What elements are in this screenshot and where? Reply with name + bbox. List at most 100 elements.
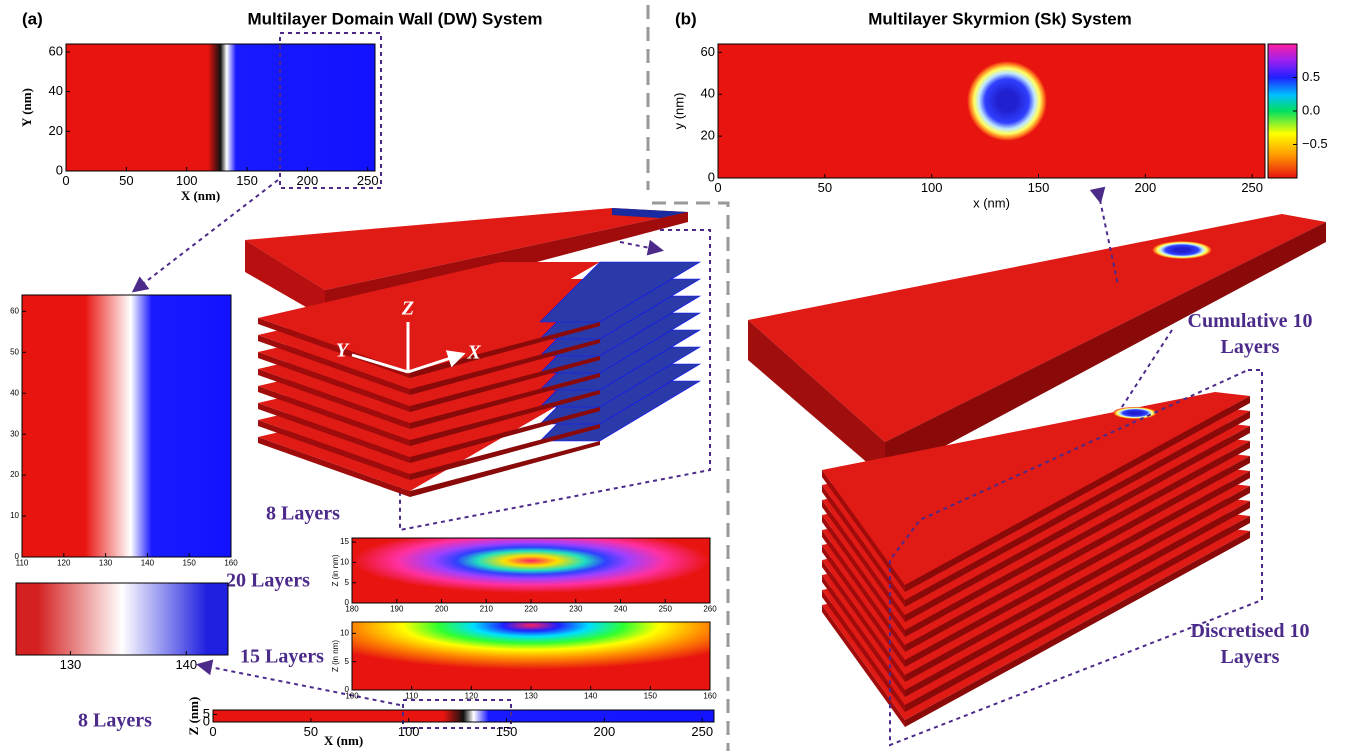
x-tick-label: 200 — [297, 173, 319, 188]
axis-3d-label: X — [466, 342, 481, 364]
y-tick-label: 0 — [345, 598, 350, 607]
stack-label: 8 Layers — [78, 710, 152, 732]
y-tick-label: 40 — [49, 83, 63, 98]
y-tick-label: 0 — [56, 162, 63, 177]
label-box: Cumulative 10 Layers — [1160, 308, 1340, 372]
x-tick-label: 50 — [119, 173, 133, 188]
x-tick-label: 130 — [524, 692, 538, 701]
x-tick-label: 110 — [405, 692, 418, 701]
y-tick-label: 10 — [340, 557, 349, 566]
y-axis-label: Z (in nm) — [331, 640, 340, 672]
skyrmion-3d — [1152, 241, 1212, 259]
x-tick-label: 150 — [236, 173, 258, 188]
y-tick-label: 0 — [345, 685, 350, 694]
x-tick-label: 160 — [224, 559, 238, 568]
x-tick-label: 150 — [1028, 180, 1050, 195]
z8-map — [213, 710, 714, 722]
discretised-label: Discretised 10 Layers — [1160, 618, 1340, 670]
x-tick-label: 50 — [304, 724, 318, 739]
stack-label: 20 Layers — [226, 570, 310, 592]
x-tick-label: 250 — [357, 173, 379, 188]
x-tick-label: 210 — [480, 605, 494, 614]
dw-arrow-strip — [16, 583, 228, 655]
x-axis-label: X (nm) — [324, 733, 363, 748]
x-tick-label: 250 — [691, 724, 713, 739]
z20-map — [352, 538, 710, 603]
y-tick-label: 20 — [10, 470, 19, 479]
connector — [620, 242, 660, 250]
y-tick-label: 15 — [340, 537, 349, 546]
x-tick-label: 190 — [390, 605, 404, 614]
panel-title: Multilayer Skyrmion (Sk) System — [868, 9, 1132, 28]
cumulative-label: Cumulative 10 Layers — [1160, 308, 1340, 360]
y-tick-label: 0 — [708, 169, 715, 184]
y-tick-label: 30 — [10, 429, 19, 438]
y-tick-label: 60 — [49, 43, 63, 58]
x-axis-label: x (nm) — [973, 195, 1010, 210]
x-tick-label: 50 — [818, 180, 832, 195]
colorbar-tick-label: 0.0 — [1302, 102, 1320, 117]
x-tick-label: 140 — [141, 559, 155, 568]
y-tick-label: 20 — [49, 123, 63, 138]
x-tick-label: 130 — [60, 657, 82, 672]
x-tick-label: 0 — [714, 180, 721, 195]
x-tick-label: 150 — [183, 559, 197, 568]
axis-3d-label: Y — [336, 340, 350, 362]
y-tick-label: 50 — [10, 347, 19, 356]
y-tick-label: 5 — [345, 657, 350, 666]
y-tick-label: 40 — [701, 86, 715, 101]
colorbar-tick-label: 0.5 — [1302, 69, 1320, 84]
x-tick-label: 120 — [465, 692, 479, 701]
x-tick-label: 100 — [921, 180, 943, 195]
y-axis-label: Z (nm) — [186, 697, 201, 736]
x-tick-label: 0 — [209, 724, 216, 739]
y-tick-label: 40 — [10, 388, 19, 397]
figure: (a) Multilayer Domain Wall (DW) System (… — [0, 0, 1346, 751]
y-axis-label: Y (nm) — [19, 88, 34, 127]
x-tick-label: 0 — [62, 173, 69, 188]
label-box: Discretised 10 Layers — [1160, 618, 1340, 682]
z15-map — [352, 622, 710, 690]
y-tick-label: 60 — [701, 44, 715, 59]
x-axis-label: X (nm) — [181, 188, 220, 203]
x-tick-label: 120 — [57, 559, 71, 568]
y-tick-label: 60 — [10, 306, 19, 315]
y-axis-label: Z (in nm) — [331, 554, 340, 586]
dw-zoom-map — [22, 295, 231, 557]
dw-map — [66, 44, 375, 171]
y-tick-label: 5 — [345, 578, 350, 587]
y-tick-label: 5 — [203, 706, 210, 721]
panel-label: (b) — [675, 9, 697, 28]
x-tick-label: 200 — [594, 724, 616, 739]
panel-title: Multilayer Domain Wall (DW) System — [247, 9, 542, 28]
panel-label: (a) — [22, 9, 43, 28]
x-tick-label: 130 — [99, 559, 113, 568]
x-tick-label: 200 — [435, 605, 449, 614]
x-tick-label: 240 — [614, 605, 628, 614]
stack-label: 15 Layers — [240, 646, 324, 668]
x-tick-label: 140 — [175, 657, 197, 672]
x-tick-label: 160 — [703, 692, 717, 701]
x-tick-label: 230 — [569, 605, 583, 614]
y-tick-label: 10 — [10, 511, 19, 520]
x-tick-label: 250 — [659, 605, 673, 614]
stack-label: 8 Layers — [266, 503, 340, 525]
x-tick-label: 250 — [1241, 180, 1263, 195]
axis-3d-label: Z — [401, 298, 414, 320]
y-tick-label: 0 — [15, 552, 20, 561]
x-tick-label: 100 — [398, 724, 420, 739]
y-tick-label: 10 — [340, 628, 349, 637]
x-tick-label: 200 — [1134, 180, 1156, 195]
skyrmion-3d — [1113, 407, 1157, 419]
skyrmion — [967, 61, 1047, 141]
x-tick-label: 140 — [584, 692, 598, 701]
x-tick-label: 150 — [496, 724, 518, 739]
y-tick-label: 20 — [701, 128, 715, 143]
x-tick-label: 220 — [524, 605, 538, 614]
colorbar-tick-label: −0.5 — [1302, 136, 1328, 151]
colorbar — [1268, 44, 1297, 178]
y-axis-label: y (nm) — [671, 93, 686, 130]
x-tick-label: 100 — [176, 173, 198, 188]
x-tick-label: 150 — [644, 692, 658, 701]
x-tick-label: 260 — [703, 605, 717, 614]
